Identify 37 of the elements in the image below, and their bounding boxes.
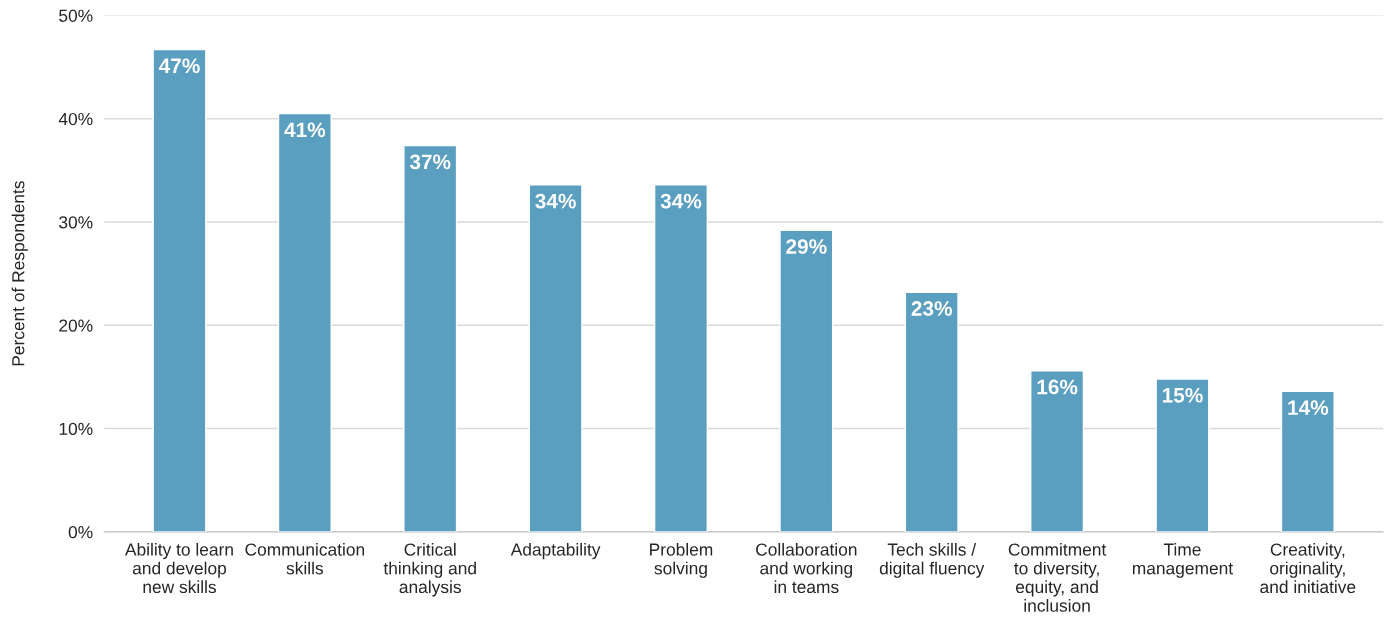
bar (1280, 390, 1335, 532)
data-label: 15% (1162, 387, 1203, 403)
data-label: 34% (660, 193, 702, 209)
bar (1155, 378, 1210, 532)
bar (403, 144, 458, 532)
y-tick-label: 0% (68, 526, 93, 539)
x-tick-label: Collaboration and working in teams (756, 542, 857, 594)
data-label: 34% (535, 193, 576, 209)
x-tick-label: Critical thinking and analysis (383, 542, 476, 597)
bar (277, 112, 332, 532)
bar (152, 48, 207, 532)
x-tick-label: Adaptability (510, 542, 601, 560)
data-label: 14% (1288, 400, 1329, 415)
x-tick-label: Tech skills / digital fluency (879, 542, 985, 578)
bar (528, 184, 583, 532)
x-tick-label: Problem solving (650, 542, 713, 578)
data-label: 41% (284, 122, 326, 138)
bar (653, 184, 708, 532)
x-tick-label: Creativity, originality, and initiative (1260, 542, 1356, 594)
bar (779, 229, 834, 532)
data-label: 29% (786, 239, 827, 254)
y-tick-label: 20% (59, 319, 93, 332)
bar (1030, 370, 1085, 532)
x-tick-label: Communication skills (245, 542, 365, 575)
x-tick-label: Time management (1132, 542, 1233, 578)
y-tick-label: 10% (59, 422, 93, 436)
data-label: 37% (409, 154, 451, 170)
data-label: 23% (911, 301, 953, 316)
x-tick-label: Commitment to diversity, equity, and inclusion (1008, 542, 1107, 612)
data-label: 16% (1037, 379, 1078, 395)
x-tick-label: Ability to learn and develop new skills (124, 542, 233, 594)
y-tick-label: 30% (59, 216, 93, 229)
y-tick-label: 40% (58, 112, 93, 126)
y-tick-label: 50% (59, 9, 93, 22)
data-label: 47% (158, 58, 200, 74)
bar (904, 291, 959, 532)
y-axis-title: Percent of Respondents (11, 181, 28, 366)
